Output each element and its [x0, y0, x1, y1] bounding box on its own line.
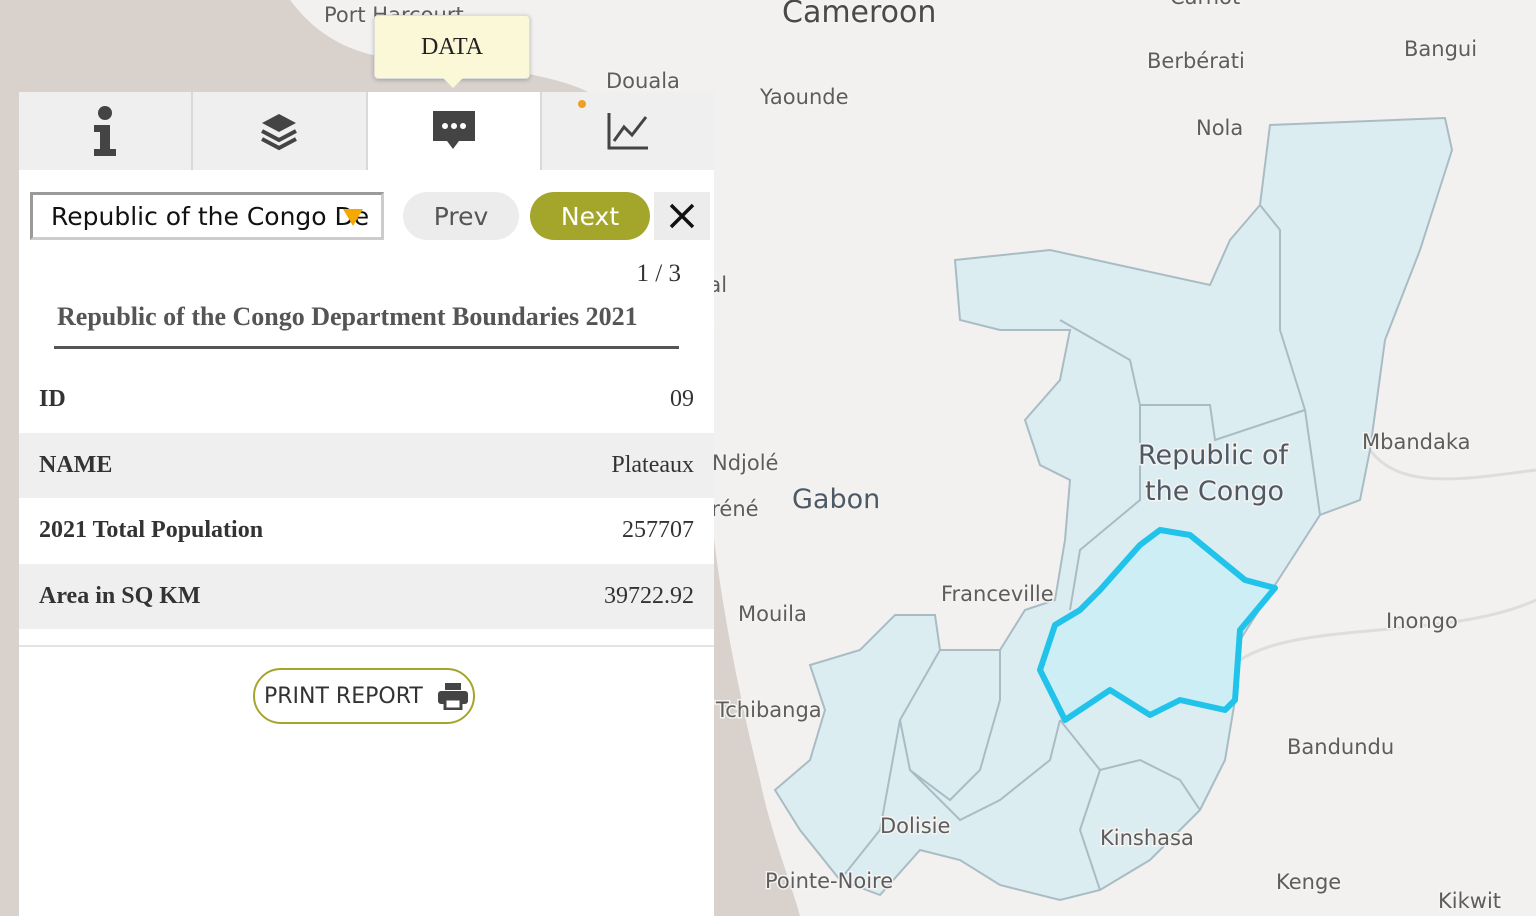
map-label: Inongo: [1386, 609, 1458, 633]
map-label: Pointe-Noire: [765, 869, 893, 893]
map-label: the Congo: [1145, 476, 1284, 507]
info-icon: [94, 106, 117, 156]
map-label: Berbérati: [1147, 49, 1245, 73]
map-label: Carnot: [1170, 0, 1240, 9]
layer-select[interactable]: Republic of the Congo De: [30, 192, 384, 240]
attribute-table: ID 09 NAME Plateaux 2021 Total Population 257…: [19, 367, 714, 629]
map-label: Bangui: [1404, 37, 1477, 61]
field-value: 09: [670, 386, 694, 413]
layer-select-text: Republic of the Congo De: [51, 201, 370, 231]
close-button[interactable]: [654, 192, 710, 240]
layers-icon: [261, 114, 298, 151]
map-label: Gabon: [792, 484, 880, 515]
close-icon: [669, 203, 695, 229]
map-label: Nola: [1196, 116, 1243, 140]
notification-dot: [577, 100, 586, 108]
tooltip: DATA: [374, 15, 530, 88]
field-value: Plateaux: [611, 451, 694, 478]
field-value: 257707: [622, 517, 694, 544]
dropdown-arrow: [343, 209, 363, 226]
field-name: Area in SQ KM: [39, 582, 201, 609]
map-label: Mouila: [738, 602, 807, 626]
data-tab[interactable]: [367, 92, 542, 170]
info-tab[interactable]: [19, 92, 194, 170]
map-label: Yaounde: [759, 85, 849, 109]
map-label: Mbandaka: [1362, 430, 1471, 454]
map-label: Tchibanga: [715, 698, 822, 722]
field-name: ID: [39, 386, 66, 413]
table-row: 2021 Total Population 257707: [19, 498, 714, 564]
field-name: 2021 Total Population: [39, 517, 264, 544]
table-row: NAME Plateaux: [19, 432, 714, 498]
selected-department[interactable]: [1037, 527, 1278, 723]
table-row: ID 09: [19, 367, 714, 433]
next-button[interactable]: Next: [530, 192, 650, 240]
print-label: PRINT REPORT: [264, 683, 423, 709]
layer-title: Republic of the Congo Department Boundar…: [57, 302, 638, 331]
chart-icon: [607, 113, 648, 150]
river: [1239, 449, 1536, 662]
print-button[interactable]: PRINT REPORT: [253, 668, 475, 724]
map-label: Ndjolé: [712, 451, 778, 475]
map-label: Republic of: [1138, 440, 1289, 471]
printer-icon: [437, 683, 468, 710]
map-label: Kinshasa: [1100, 826, 1194, 850]
field-value: 39722.92: [604, 582, 694, 609]
map-label: Bandundu: [1287, 735, 1394, 759]
data-panel: Republic of the Congo De Prev Next 1 / 3…: [19, 92, 714, 916]
chart-tab[interactable]: [542, 92, 714, 170]
prev-button[interactable]: Prev: [403, 192, 519, 240]
layers-tab[interactable]: [193, 92, 368, 170]
map-label: Kenge: [1276, 870, 1341, 894]
pager: 1 / 3: [636, 260, 681, 287]
map-label: Kikwit: [1438, 889, 1501, 913]
title-rule: [54, 346, 679, 349]
separator: [19, 645, 714, 647]
field-name: NAME: [39, 451, 113, 478]
map-label: Cameroon: [782, 0, 936, 30]
tab-bar: [19, 92, 714, 170]
department-boundaries: [839, 204, 1321, 891]
map-label: Franceville: [941, 582, 1054, 606]
congo-departments[interactable]: [773, 116, 1454, 902]
map-label: Douala: [606, 69, 680, 93]
comment-icon: [432, 111, 475, 149]
table-row: Area in SQ KM 39722.92: [19, 563, 714, 629]
map-label: Dolisie: [880, 814, 950, 838]
